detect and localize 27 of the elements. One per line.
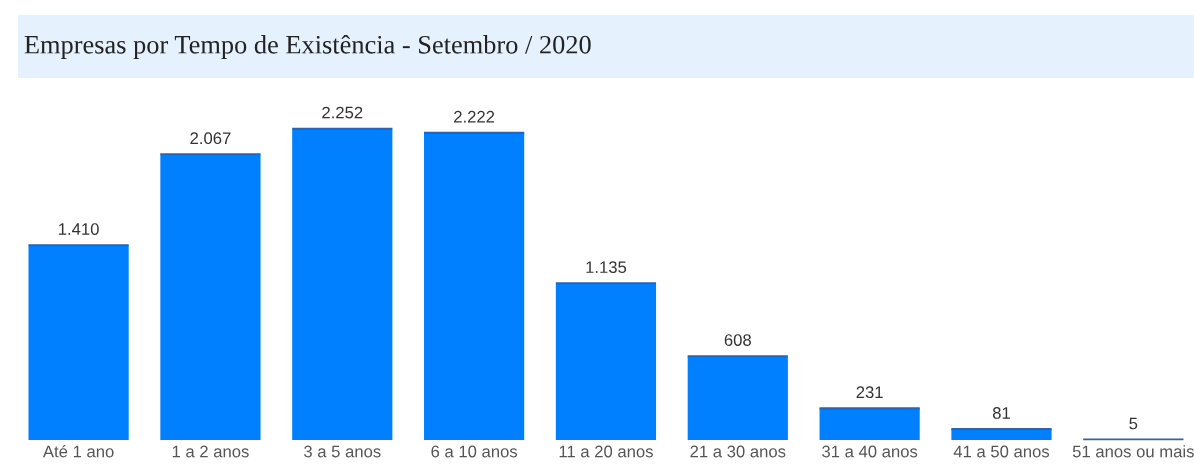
bar [687,356,788,441]
data-label: 2.222 [454,110,495,123]
x-tick-label: 51 anos ou mais [1072,445,1194,458]
bar [292,128,393,441]
x-tick-label: 11 a 20 anos [559,445,653,458]
bar [555,283,657,441]
bar [28,245,129,441]
data-label: 231 [856,386,883,399]
x-tick-label: 41 a 50 anos [953,445,1050,458]
x-tick-label: Até 1 ano [42,444,114,458]
data-label: 5 [1129,417,1138,430]
data-label: 2.067 [190,132,231,145]
data-label: 1.135 [586,261,627,274]
x-tick-label: 21 a 30 anos [690,445,786,458]
data-label: 81 [992,407,1010,419]
bar [951,429,1052,441]
x-tick-label: 31 a 40 anos [822,445,918,458]
data-label: 608 [724,334,751,346]
bar [160,154,261,441]
data-label: 1.410 [59,223,99,235]
bar [424,132,525,441]
x-tick-label: 3 a 5 anos [304,445,381,458]
bar [819,408,920,441]
data-label: 2.252 [322,106,363,119]
chart-title: Empresas por Tempo de Existência - Setembro / 2020 [24,35,591,59]
x-tick-label: 1 a 2 anos [172,445,249,458]
x-tick-label: 6 a 10 anos [431,445,518,458]
